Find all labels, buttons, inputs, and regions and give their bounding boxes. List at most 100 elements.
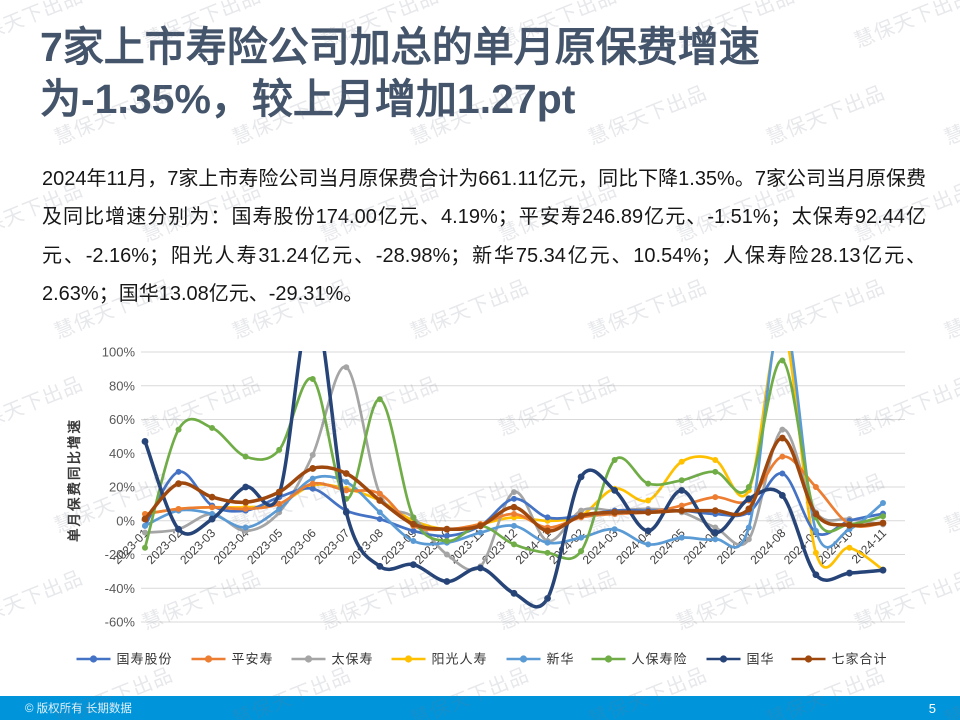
legend-label: 太保寿 (332, 652, 374, 667)
data-point (712, 494, 719, 501)
watermark: 慧保天下出品 (941, 82, 960, 150)
data-point (342, 508, 350, 516)
data-point (645, 497, 652, 504)
x-axis-labels: 2023-012023-022023-032023-042023-052023-… (110, 526, 889, 567)
data-point (846, 569, 853, 577)
data-point (544, 527, 551, 535)
legend-marker (304, 655, 313, 663)
data-point (409, 520, 417, 528)
data-point (644, 508, 652, 516)
data-point (275, 488, 283, 496)
footer-bar: © 版权所有 长期数据 5 (0, 696, 960, 720)
data-point (410, 538, 417, 544)
data-point (242, 498, 250, 506)
y-axis-label: 0% (116, 513, 135, 528)
data-point (578, 548, 585, 555)
series-line-人保寿险 (142, 357, 886, 561)
data-point (511, 511, 517, 517)
data-point (443, 578, 451, 585)
data-point (678, 534, 685, 541)
data-point (309, 376, 316, 382)
legend-item-平安寿: 平安寿 (191, 652, 273, 667)
page-title: 7家上市寿险公司加总的单月原保费增速为-1.35%，较上月增加1.27pt (40, 24, 760, 122)
x-axis-label: 2024-05 (647, 526, 688, 567)
legend-item-国华: 国华 (706, 652, 774, 667)
data-point (678, 502, 685, 509)
data-point (745, 505, 753, 513)
y-axis-label: 100% (102, 345, 136, 360)
series-layer (141, 351, 887, 609)
data-point (712, 468, 719, 475)
premium-growth-line-chart: 100% 80% 60% 40% 20% 0% -20% -40% -60% 单月保费同比增速 20… (55, 336, 915, 686)
data-point (779, 426, 786, 433)
data-point (209, 424, 216, 431)
data-point (175, 505, 182, 512)
legend-item-人保寿险: 人保寿险 (591, 652, 688, 667)
data-point (880, 513, 886, 520)
data-point (242, 505, 249, 512)
series-line-国华 (141, 351, 887, 609)
data-point (443, 532, 450, 539)
legend-marker (519, 655, 528, 663)
data-point (578, 507, 585, 514)
data-point (611, 457, 618, 463)
legend-item-阳光人寿: 阳光人寿 (391, 652, 487, 667)
legend-item-七家合计: 七家合计 (791, 652, 888, 667)
data-point (510, 589, 518, 597)
data-point (309, 480, 316, 487)
y-axis-label: 80% (109, 378, 135, 393)
data-point (779, 453, 786, 460)
data-point (175, 480, 182, 488)
data-point (745, 484, 752, 490)
legend-marker (204, 655, 213, 663)
series-line-七家合计 (141, 434, 887, 535)
data-point (309, 485, 316, 492)
data-point (477, 522, 484, 530)
data-point (276, 505, 283, 512)
data-point (812, 571, 820, 579)
data-point (711, 529, 719, 536)
data-point (209, 511, 216, 517)
data-point (678, 507, 686, 515)
data-point (511, 489, 517, 496)
legend-label: 人保寿险 (632, 652, 688, 667)
data-point (343, 487, 350, 494)
y-axis-label: 40% (109, 446, 135, 461)
data-point (711, 507, 719, 515)
data-point (678, 458, 685, 465)
data-point (678, 486, 686, 494)
intro-paragraph: 2024年11月，7家上市寿险公司当月原保费合计为661.11亿元，同比下降1.… (42, 168, 926, 306)
data-point (376, 562, 384, 570)
data-point (779, 357, 786, 364)
data-point (511, 495, 517, 502)
legend-marker (89, 655, 98, 663)
y-axis-label: -20% (105, 547, 136, 562)
y-gridlines (141, 351, 905, 623)
data-point (510, 503, 518, 511)
data-point (276, 446, 283, 453)
data-point (276, 500, 283, 507)
legend-label: 七家合计 (832, 652, 888, 667)
data-point (846, 544, 853, 551)
data-point (141, 515, 149, 523)
data-point (712, 536, 719, 543)
data-point (812, 549, 819, 556)
data-point (611, 508, 619, 516)
data-point (242, 453, 249, 460)
data-point (410, 514, 417, 521)
chart-legend: 国寿股份 平安寿 太保寿 阳光人寿 新华 人保寿险 国华 七家合计 (76, 652, 888, 667)
data-point (242, 483, 250, 491)
legend-marker (804, 655, 813, 663)
data-point (208, 493, 216, 501)
data-point (544, 539, 551, 546)
data-point (142, 544, 148, 551)
data-point (175, 468, 182, 475)
data-point (880, 499, 886, 506)
data-point (376, 490, 383, 497)
data-point (443, 525, 451, 533)
x-axis-label: 2023-07 (311, 526, 352, 567)
y-axis-label: 20% (109, 480, 135, 495)
data-point (611, 526, 618, 533)
data-point (309, 465, 317, 472)
